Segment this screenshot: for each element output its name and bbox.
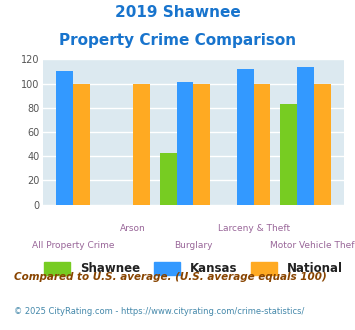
Text: © 2025 CityRating.com - https://www.cityrating.com/crime-statistics/: © 2025 CityRating.com - https://www.city… (14, 307, 305, 316)
Bar (297, 67, 314, 205)
Text: 2019 Shawnee: 2019 Shawnee (115, 5, 240, 20)
Bar (73, 83, 90, 205)
Bar (237, 69, 253, 205)
Text: Compared to U.S. average. (U.S. average equals 100): Compared to U.S. average. (U.S. average … (14, 272, 327, 282)
Bar (193, 83, 210, 205)
Bar (314, 83, 331, 205)
Bar (56, 72, 73, 205)
Bar (160, 152, 177, 205)
Text: Larceny & Theft: Larceny & Theft (218, 224, 290, 233)
Text: Motor Vehicle Theft: Motor Vehicle Theft (270, 241, 355, 250)
Legend: Shawnee, Kansas, National: Shawnee, Kansas, National (40, 257, 347, 280)
Text: Arson: Arson (120, 224, 146, 233)
Bar (253, 83, 271, 205)
Bar (133, 83, 150, 205)
Bar (177, 82, 193, 205)
Text: Property Crime Comparison: Property Crime Comparison (59, 33, 296, 48)
Text: All Property Crime: All Property Crime (32, 241, 114, 250)
Text: Burglary: Burglary (174, 241, 213, 250)
Bar (280, 104, 297, 205)
